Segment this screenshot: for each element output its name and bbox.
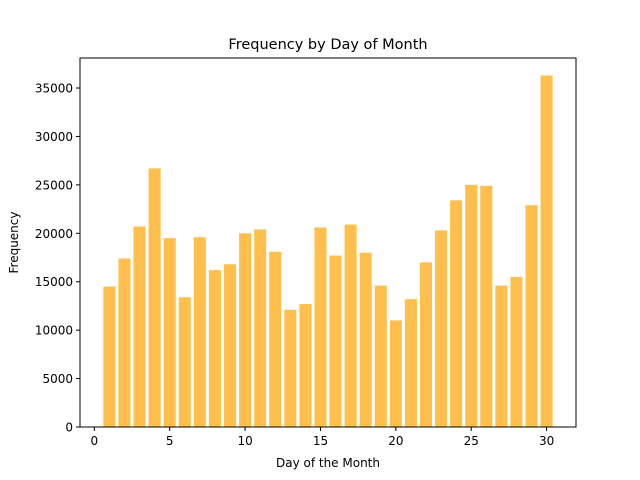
y-tick-label: 10000: [35, 324, 73, 338]
bar-day-27: [495, 285, 508, 427]
bar-day-1: [103, 286, 116, 427]
bars-group: [103, 75, 553, 428]
x-ticks: 0 5 10 15 20 25 30: [91, 427, 554, 448]
bar-day-12: [269, 251, 282, 427]
bar-day-6: [178, 297, 191, 427]
bar-day-16: [329, 255, 342, 427]
bar-day-14: [299, 304, 312, 427]
bar-day-13: [284, 309, 297, 427]
y-tick-label: 20000: [35, 227, 73, 241]
y-axis-label: Frequency: [7, 212, 21, 274]
bar-day-5: [163, 238, 176, 427]
bar-day-29: [525, 205, 538, 427]
chart-title: Frequency by Day of Month: [228, 37, 427, 53]
bar-day-25: [465, 184, 478, 427]
bar-day-18: [359, 252, 372, 427]
x-tick-label: 10: [237, 434, 252, 448]
bar-day-10: [239, 233, 252, 427]
bar-day-24: [450, 200, 463, 427]
bar-day-30: [540, 75, 553, 428]
y-tick-label: 35000: [35, 82, 73, 96]
bar-day-21: [404, 299, 417, 427]
x-tick-label: 25: [464, 434, 479, 448]
plot-frame: [79, 57, 577, 428]
bar-day-15: [314, 227, 327, 427]
bar-day-26: [480, 185, 493, 427]
bar-day-4: [148, 168, 161, 427]
bar-day-20: [389, 320, 402, 427]
y-tick-label: 25000: [35, 178, 73, 192]
x-axis-label: Day of the Month: [276, 456, 380, 470]
bar-day-28: [510, 276, 523, 427]
y-tick-label: 15000: [35, 275, 73, 289]
bar-day-9: [223, 264, 237, 427]
bar-day-3: [133, 226, 146, 427]
y-ticks: 0 5000 10000 15000 20000 25000 30000 35000: [35, 82, 80, 435]
x-tick-label: 5: [166, 434, 174, 448]
bar-day-2: [118, 258, 131, 427]
bar-day-11: [254, 229, 267, 427]
y-tick-label: 5000: [42, 372, 73, 386]
bar-day-23: [435, 230, 448, 427]
bar-day-7: [193, 237, 206, 427]
x-tick-label: 20: [388, 434, 403, 448]
bar-day-17: [344, 224, 357, 427]
x-tick-label: 0: [91, 434, 99, 448]
bar-day-22: [419, 262, 433, 427]
bar-day-8: [208, 270, 221, 427]
y-tick-label: 0: [65, 421, 73, 435]
x-tick-label: 30: [539, 434, 554, 448]
x-tick-label: 15: [313, 434, 328, 448]
y-tick-label: 30000: [35, 130, 73, 144]
bar-day-19: [374, 285, 387, 427]
